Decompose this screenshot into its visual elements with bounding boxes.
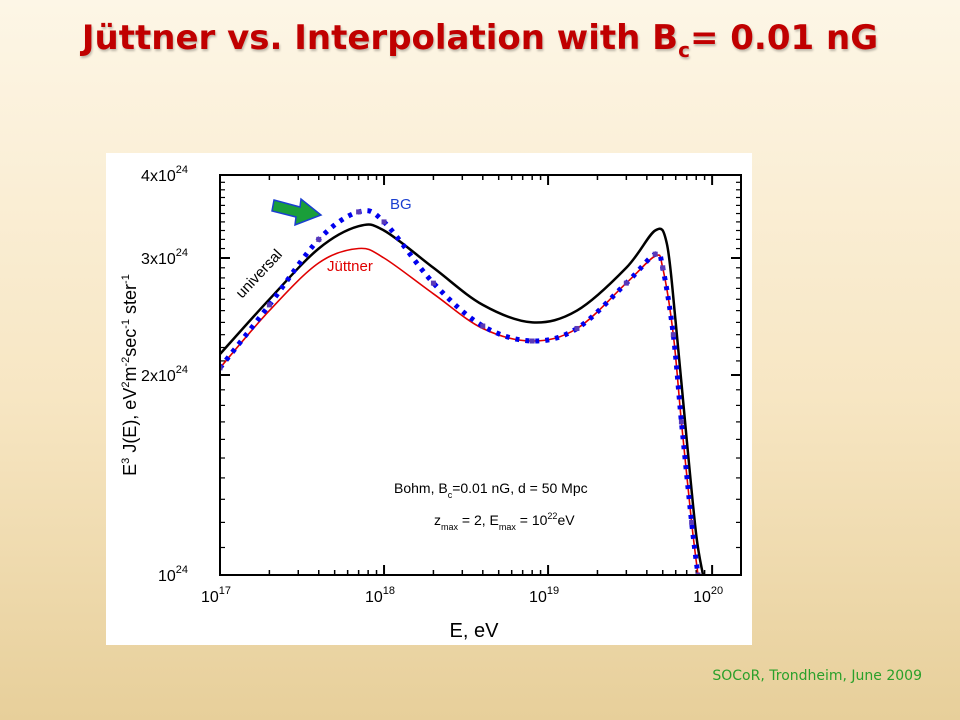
plot-frame: [219, 174, 742, 576]
slide-title: Jüttner vs. Interpolation with Bc= 0.01 …: [0, 18, 960, 62]
title-end: = 0.01 nG: [689, 18, 879, 58]
bg-data-point: [316, 236, 322, 242]
series-label-universal: universal: [232, 246, 285, 301]
series-label-juttner: Jüttner: [327, 258, 373, 275]
bg-data-point: [480, 323, 486, 329]
footer-credit: SOCoR, Trondheim, June 2009: [712, 668, 922, 684]
params-line1: Bohm, Bc=0.01 nG, d = 50 Mpc: [394, 480, 588, 500]
bg-data-point: [678, 419, 684, 425]
bg-data-point: [660, 265, 666, 271]
y-axis-label: E3 J(E), eV2m-2sec-1 ster-1: [120, 274, 140, 476]
y-tick-label: 4x1024: [141, 164, 188, 185]
series-line-bg: [220, 208, 701, 575]
x-axis-label: E, eV: [450, 620, 500, 642]
bg-data-point: [623, 280, 629, 286]
series-layer: [220, 208, 705, 575]
x-tick-label: 1018: [365, 585, 395, 606]
bg-data-point: [670, 332, 676, 338]
bg-data-point: [652, 251, 658, 257]
y-tick-label: 2x1024: [141, 364, 188, 385]
y-tick-label: 1024: [158, 564, 188, 585]
title-subscript: c: [678, 37, 690, 62]
chart-figure: 1017 1018 1019 1020 1024 2x1024 3x1024 4x1024 E…: [106, 153, 752, 645]
tick-labels: 1017 1018 1019 1020 1024 2x1024 3x1024 4x1024: [141, 164, 723, 606]
y-tick-label: 3x1024: [141, 247, 188, 268]
bg-data-point: [695, 572, 701, 575]
bg-data-point: [689, 519, 695, 525]
x-tick-label: 1019: [529, 585, 559, 606]
bg-data-point: [356, 209, 362, 215]
series-line-universal: [220, 223, 705, 575]
bg-data-point: [574, 325, 580, 331]
series-label-bg: BG: [390, 196, 412, 213]
params-line2: zmax = 2, Emax = 1022eV: [434, 511, 575, 532]
bg-data-point: [220, 365, 223, 371]
x-tick-label: 1020: [693, 585, 723, 606]
chart-svg: 1017 1018 1019 1020 1024 2x1024 3x1024 4x1024 E…: [120, 164, 742, 642]
green-arrow-icon: [271, 197, 323, 227]
x-tick-label: 1017: [201, 585, 231, 606]
title-main: Jüttner vs. Interpolation with B: [81, 18, 679, 58]
bg-data-point: [430, 280, 436, 286]
bg-data-point: [529, 338, 535, 344]
bg-data-point: [381, 219, 387, 225]
bg-data-point: [266, 302, 272, 308]
